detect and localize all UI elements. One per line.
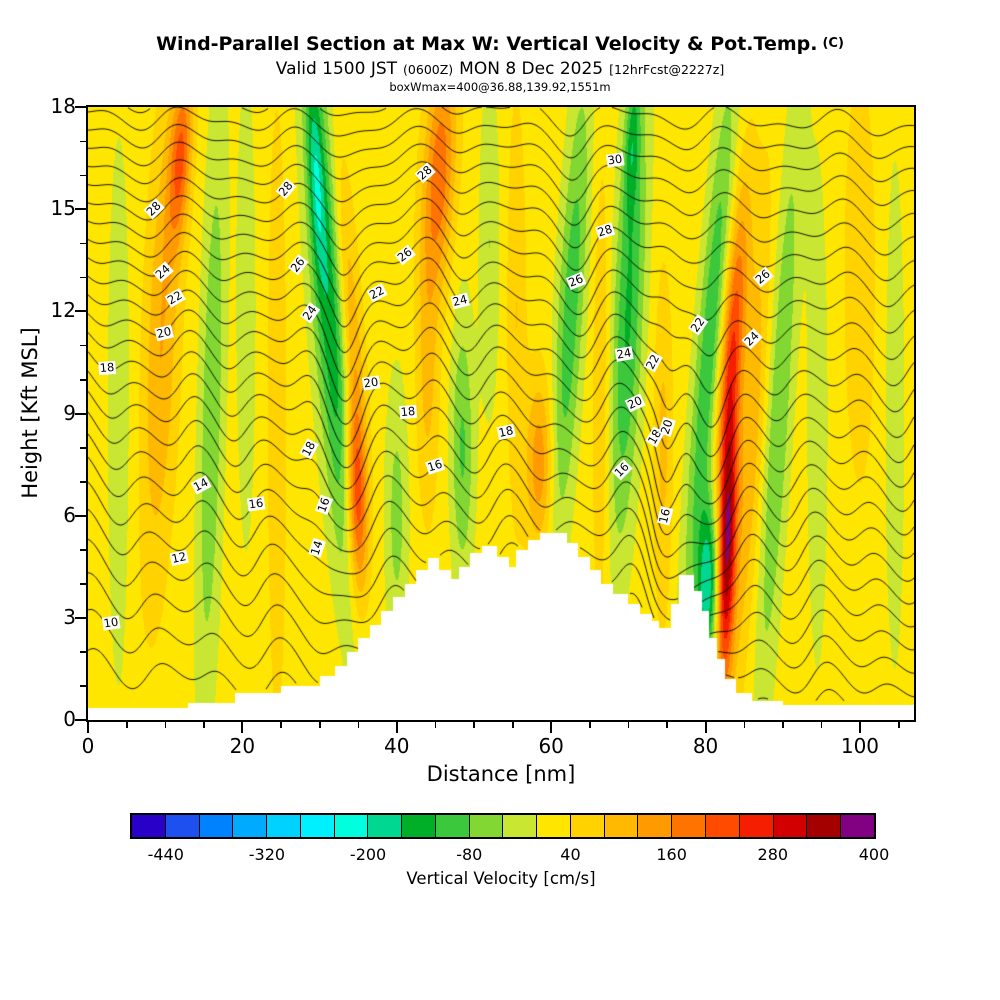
y-minor-tick: [80, 174, 86, 177]
colorbar-tick-label: 160: [656, 845, 687, 864]
y-tick-label: 6: [63, 502, 76, 527]
colorbar-segment: [401, 815, 435, 837]
colorbar-segment: [232, 815, 267, 837]
y-minor-tick: [80, 447, 86, 449]
colorbar-segment: [299, 815, 334, 837]
colorbar-segment: [569, 815, 604, 837]
colorbar-segment: [806, 815, 841, 837]
colorbar-segment: [536, 815, 570, 837]
x-major-tick: [704, 722, 707, 733]
colorbar-tick-label: 280: [757, 845, 789, 864]
chart-title-text: Wind-Parallel Section at Max W: Vertical…: [156, 33, 818, 55]
colorbar-tick-label: -440: [147, 845, 184, 864]
y-tick-label: 0: [63, 707, 76, 731]
x-minor-tick: [512, 722, 514, 728]
colorbar: [130, 813, 876, 839]
colorbar-segment: [502, 815, 537, 837]
colorbar-segment: [164, 815, 199, 837]
x-minor-tick: [820, 722, 823, 728]
colorbar-segment: [840, 815, 874, 837]
x-tick-label: 80: [692, 734, 719, 758]
valid-prefix: Valid 1500 JST: [275, 59, 398, 79]
colorbar-tick-label: -80: [456, 845, 483, 864]
x-major-tick: [87, 722, 89, 733]
x-minor-tick: [666, 722, 669, 728]
y-minor-tick: [80, 242, 86, 245]
y-minor-tick: [80, 344, 86, 347]
x-major-tick: [241, 722, 244, 733]
x-tick-label: 20: [229, 734, 256, 758]
x-minor-tick: [319, 722, 321, 728]
x-major-tick: [858, 722, 861, 733]
y-major-tick: [75, 310, 86, 313]
y-major-tick: [75, 616, 86, 619]
x-major-tick: [395, 722, 398, 733]
y-tick-label: 18: [50, 94, 76, 118]
x-minor-tick: [357, 722, 360, 728]
colorbar-segment: [772, 815, 807, 837]
x-minor-tick: [589, 722, 591, 728]
x-axis-label: Distance [nm]: [426, 762, 576, 786]
y-minor-tick: [80, 481, 86, 483]
contour-plot-canvas: [88, 107, 914, 720]
x-minor-tick: [627, 722, 630, 728]
y-major-tick: [75, 412, 86, 415]
colorbar-tick-label: 400: [858, 845, 890, 864]
colorbar-tick-label: 40: [560, 845, 581, 864]
y-tick-label: 15: [50, 196, 76, 221]
colorbar-segment: [705, 815, 739, 837]
y-major-tick: [75, 514, 86, 517]
colorbar-segment: [671, 815, 706, 837]
x-minor-tick: [164, 722, 167, 728]
y-minor-tick: [80, 685, 86, 688]
colorbar-segment: [603, 815, 638, 837]
colorbar-segment: [198, 815, 233, 837]
colorbar-segment: [367, 815, 402, 837]
x-tick-label: 60: [538, 734, 564, 758]
plot-frame: [86, 105, 916, 722]
valid-fcst: [12hrFcst@2227z]: [609, 62, 725, 77]
colorbar-segment: [468, 815, 503, 837]
y-tick-label: 3: [63, 604, 76, 629]
colorbar-label: Vertical Velocity [cm/s]: [406, 869, 596, 888]
y-major-tick: [75, 106, 86, 108]
x-tick-label: 100: [840, 734, 880, 758]
x-minor-tick: [898, 722, 900, 728]
x-tick-label: 0: [81, 734, 95, 758]
x-minor-tick: [782, 722, 784, 728]
y-minor-tick: [80, 276, 86, 279]
y-major-tick: [75, 208, 86, 211]
colorbar-segment: [637, 815, 672, 837]
y-minor-tick: [80, 651, 86, 653]
y-minor-tick: [80, 378, 86, 381]
boxwmax-info-line: boxWmax=400@36.88,139.92,1551m: [389, 80, 611, 94]
colorbar-segment: [266, 815, 300, 837]
colorbar-segment: [738, 815, 773, 837]
y-minor-tick: [80, 549, 86, 551]
colorbar-tick-label: -200: [349, 845, 387, 864]
valid-time-line: Valid 1500 JST (0600Z) MON 8 Dec 2025 [12hr…: [0, 59, 1000, 79]
x-minor-tick: [126, 722, 128, 728]
colorbar-segment: [333, 815, 368, 837]
valid-date: MON 8 Dec 2025: [459, 59, 604, 79]
y-tick-label: 12: [50, 298, 76, 323]
chart-title-unit: (C): [822, 36, 844, 51]
x-major-tick: [550, 722, 553, 733]
colorbar-tick-label: -320: [248, 845, 286, 864]
x-tick-label: 40: [384, 734, 410, 758]
colorbar-segment: [132, 815, 165, 837]
valid-zulu: (0600Z): [403, 62, 454, 77]
x-minor-tick: [743, 722, 746, 728]
x-minor-tick: [203, 722, 205, 728]
x-minor-tick: [473, 722, 476, 728]
y-tick-label: 9: [63, 400, 76, 425]
y-minor-tick: [80, 140, 86, 143]
y-major-tick: [75, 719, 86, 721]
x-minor-tick: [434, 722, 437, 728]
chart-title: Wind-Parallel Section at Max W: Vertical…: [0, 33, 1000, 55]
y-minor-tick: [80, 583, 86, 585]
x-minor-tick: [280, 722, 283, 728]
colorbar-segment: [434, 815, 469, 837]
